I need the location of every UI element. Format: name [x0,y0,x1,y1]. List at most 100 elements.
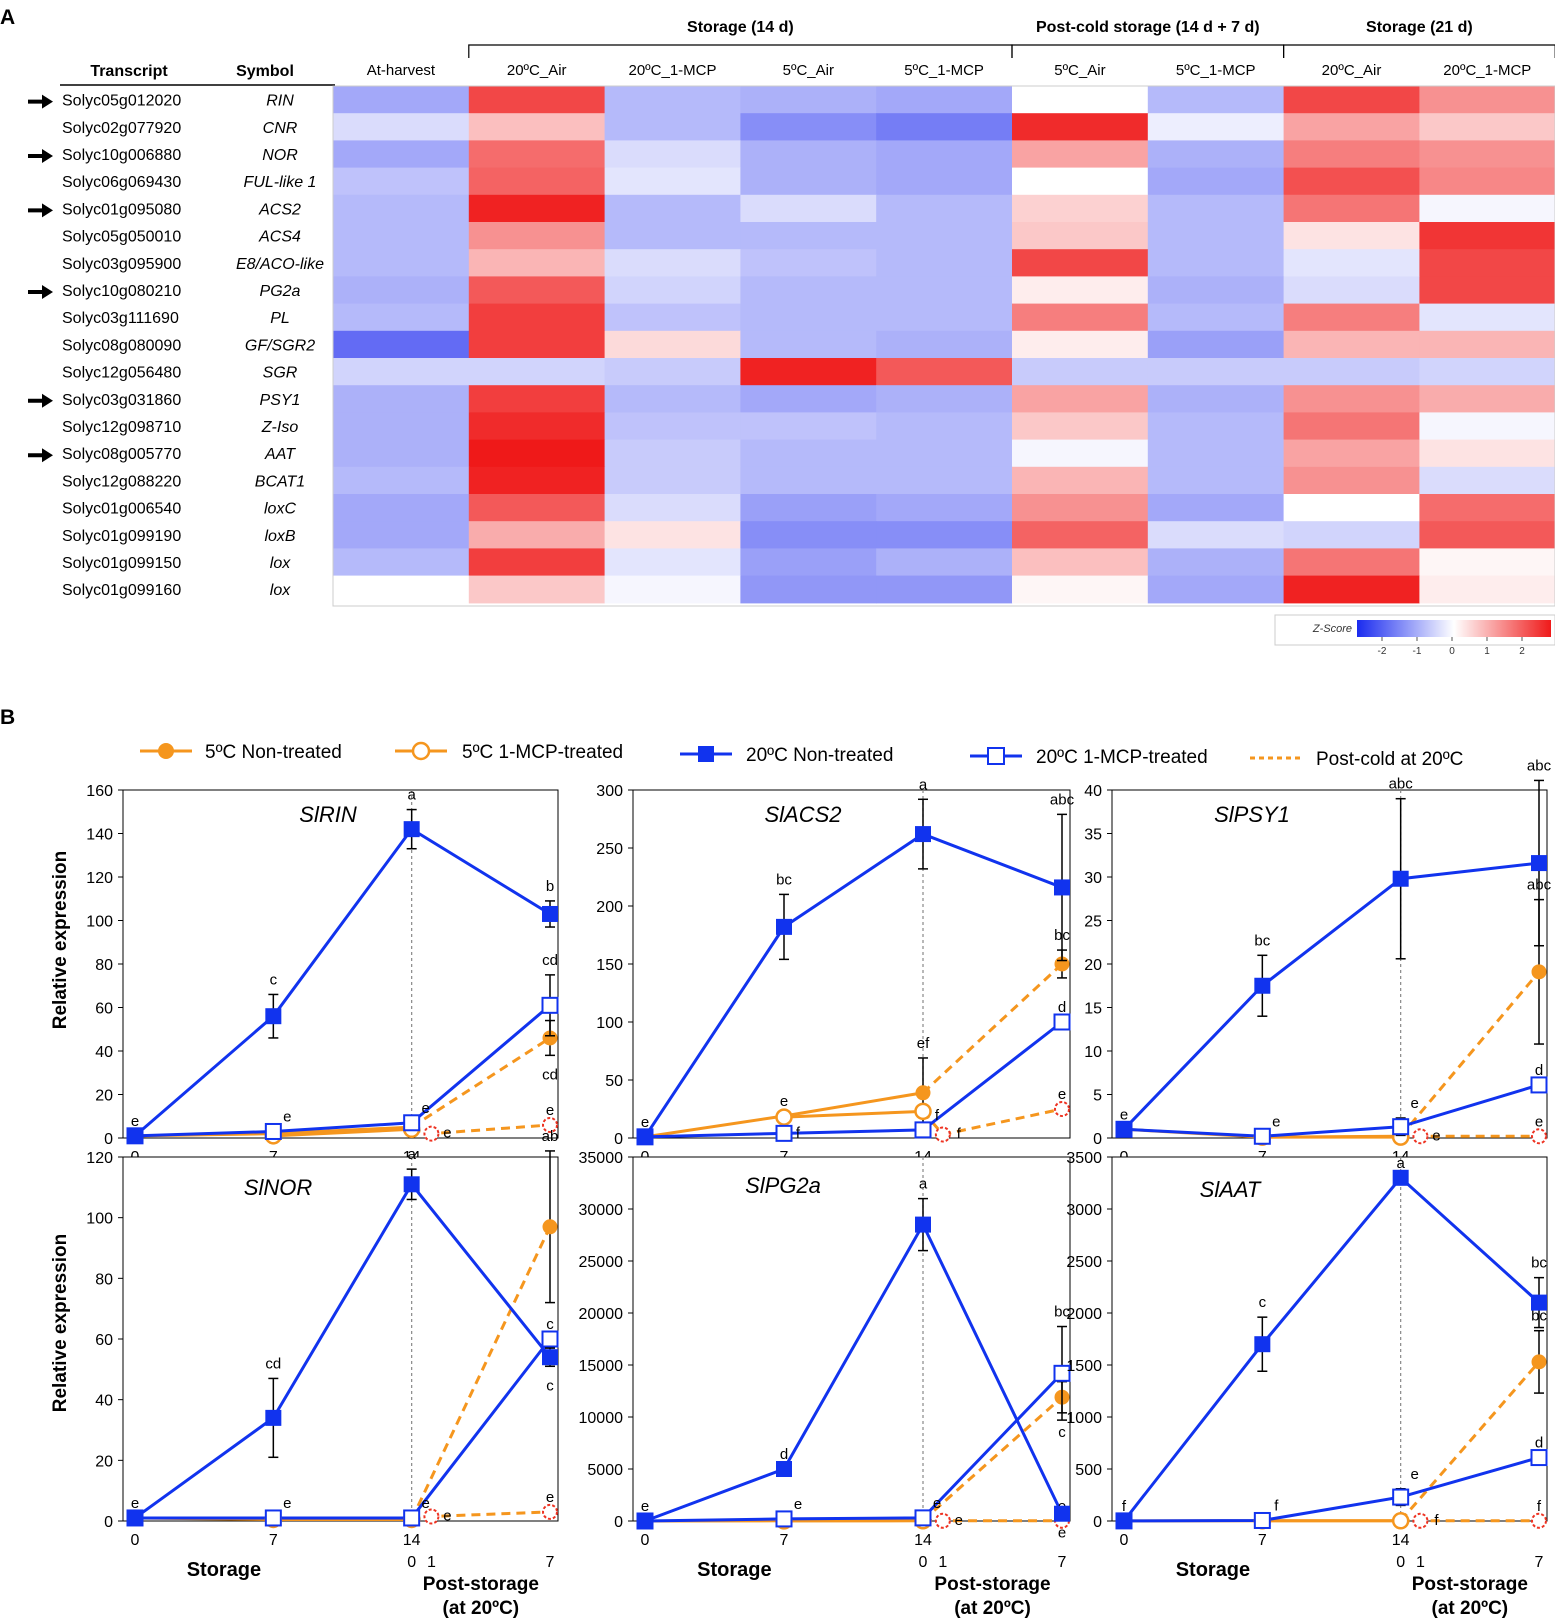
significance-letter: e [283,1495,291,1512]
data-point [775,1108,793,1126]
heatmap-cell [1012,439,1149,468]
zscore-gradient-bar [1357,620,1551,637]
column-header: 5ºC_1-MCP [1176,62,1256,79]
data-point [403,1509,421,1527]
y-tick-label: 0 [104,1131,113,1148]
heatmap-cell [604,466,741,495]
x-tick-label: 7 [1535,1554,1544,1571]
transcript-id: Solyc05g050010 [62,229,181,246]
row-arrow-icon [28,448,53,463]
legend-marker [158,743,174,759]
column-header: 20ºC_1-MCP [1443,62,1531,79]
significance-letter: e [955,1512,963,1529]
significance-letter: e [1058,1086,1066,1103]
data-point [775,1510,793,1528]
heatmap-cell [740,86,877,114]
significance-letter: d [780,1446,788,1463]
y-tick-label: 160 [86,783,113,800]
heatmap-cell [468,222,606,250]
data-point [127,1127,143,1144]
heatmap-cell [1283,412,1420,441]
heatmap-cell [1147,167,1285,196]
gene-symbol: loxB [264,528,295,545]
data-point [915,1085,931,1101]
y-axis-label-bottom: Relative expression [50,1234,71,1412]
plot-frame [632,1156,1071,1522]
heatmap-cell [740,222,877,250]
data-point [1531,1128,1547,1145]
transcript-id: Solyc06g069430 [62,174,181,191]
heatmap-cell [1419,140,1555,169]
heatmap-cell [333,575,470,604]
data-point [915,826,931,843]
heatmap-cell [468,140,606,169]
significance-letter: d [1535,1435,1543,1452]
heatmap-cell [1147,113,1285,141]
heatmap-cell [333,439,470,468]
gene-symbol: NOR [262,147,298,164]
heatmap-cell [604,249,741,277]
y-tick-label: 50 [605,1073,623,1090]
heatmap-cell [1283,575,1420,604]
data-point [1531,1294,1547,1311]
heatmap-cell [1012,113,1149,141]
x-axis-label-post-sub: (at 20ºC) [1432,1598,1509,1619]
transcript-id: Solyc12g088220 [62,473,181,490]
x-tick-label: 0 [1396,1554,1405,1571]
heatmap-cell [1147,358,1285,386]
heatmap-cell [740,113,877,141]
data-point [542,905,558,922]
significance-letter: a [919,1176,928,1193]
significance-letter: bc [776,871,792,888]
significance-letter: f [935,1107,940,1124]
y-tick-label: 60 [95,1001,113,1018]
significance-letter: a [1396,1155,1405,1172]
heatmap-cell [468,385,606,413]
legend-label: 5ºC Non-treated [205,742,342,763]
transcript-id: Solyc08g005770 [62,446,181,463]
data-point [934,1512,951,1529]
data-point [1054,879,1070,896]
heatmap-cell [604,140,741,169]
y-tick-label: 40 [95,1393,113,1410]
heatmap-cell [1283,385,1420,413]
gene-symbol: PL [270,310,290,327]
y-tick-label: 0 [614,1131,623,1148]
y-tick-label: 15000 [579,1358,624,1375]
chart-title: SlAAT [1200,1177,1262,1202]
column-header: 5ºC_1-MCP [904,62,984,79]
heatmap-cell [333,303,470,332]
heatmap-cell [333,167,470,196]
heatmap-cell [1419,575,1555,604]
heatmap-cell [1147,494,1285,522]
data-point [1116,1121,1132,1138]
heatmap-cell [333,86,470,114]
plot-frame [1111,1156,1548,1522]
y-tick-label: 500 [1075,1462,1102,1479]
heatmap-cell [1012,303,1149,332]
data-point [403,1114,421,1132]
line-chart: 0 5000 10000 15000 20000 25000 30000 35000 0 7 14 0… [579,1150,1071,1619]
y-tick-label: 120 [86,1150,113,1167]
heatmap-cell [333,385,470,413]
significance-letter: a [919,776,928,793]
data-point [542,1030,558,1046]
heatmap-cell [1283,466,1420,495]
column-header: 20ºC_1-MCP [628,62,716,79]
y-tick-label: 200 [596,899,623,916]
heatmap-cell [468,358,606,386]
heatmap-cell [876,358,1013,386]
heatmap-cell [1012,276,1149,305]
heatmap-cell [740,276,877,305]
significance-letter: cd [542,1066,558,1083]
significance-letter: c [270,971,278,988]
data-point [264,1122,282,1140]
legend-tick-label: 0 [1449,646,1455,657]
heatmap-cell [468,276,606,305]
heatmap-cell [740,194,877,223]
gene-symbol: lox [270,555,291,572]
heatmap-cell [333,548,470,577]
heatmap-cell [740,249,877,277]
column-header: 20ºC_Air [1322,62,1382,79]
